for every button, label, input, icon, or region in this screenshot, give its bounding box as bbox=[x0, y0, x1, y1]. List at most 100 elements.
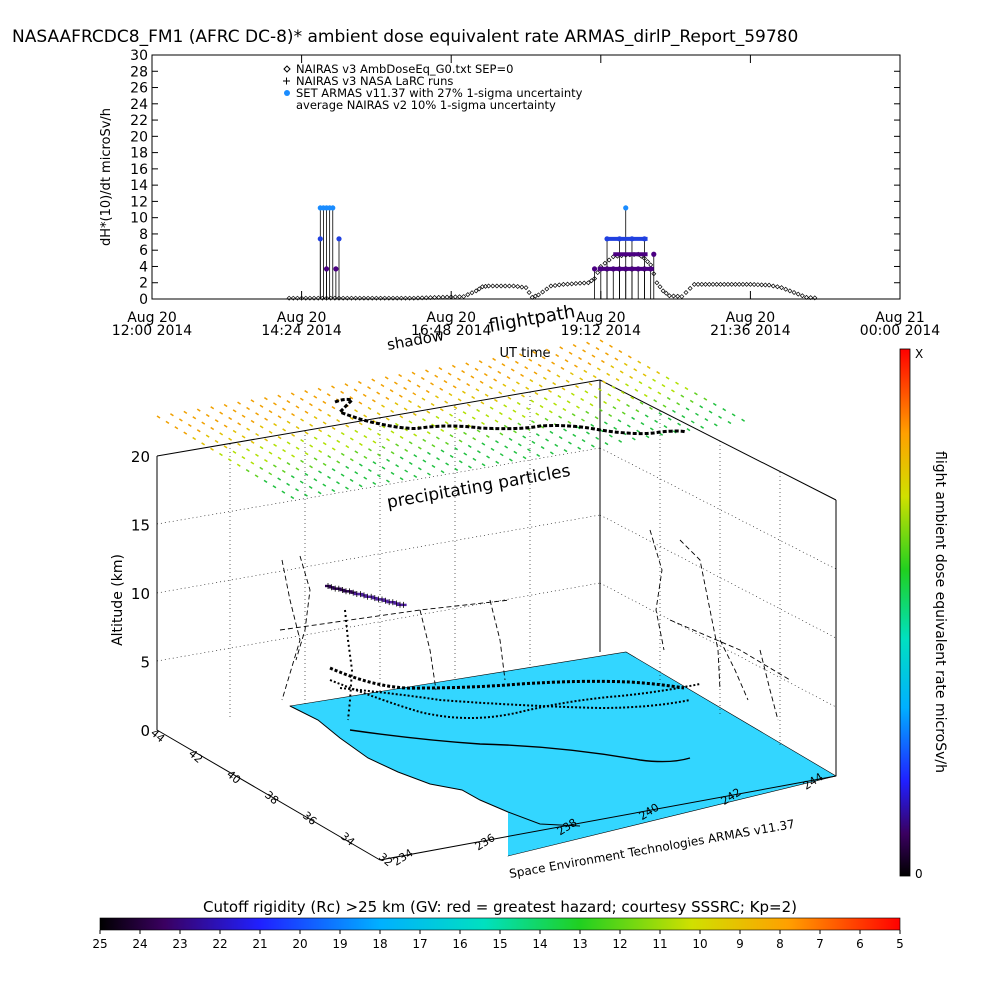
field-dash bbox=[484, 393, 489, 397]
field-dash bbox=[603, 400, 607, 405]
field-dash bbox=[620, 390, 625, 395]
nairas-point bbox=[687, 285, 693, 291]
field-dash bbox=[408, 461, 413, 466]
nairas-point bbox=[461, 294, 467, 300]
flight-profiles bbox=[279, 529, 791, 721]
field-dash bbox=[286, 399, 291, 404]
field-dash bbox=[363, 414, 368, 418]
field-dash bbox=[466, 382, 471, 387]
latitude-tick-label: 38 bbox=[262, 788, 281, 807]
field-dash bbox=[384, 376, 389, 380]
nairas-point bbox=[666, 293, 672, 299]
nairas-point bbox=[311, 295, 317, 301]
field-dash bbox=[281, 490, 286, 494]
field-dash bbox=[272, 485, 277, 489]
rigidity-tick-label: 14 bbox=[532, 937, 547, 951]
legend-label: average NAIRAS v2 10% 1-sigma uncertaint… bbox=[296, 98, 556, 112]
nairas-point bbox=[506, 283, 512, 289]
field-dash bbox=[390, 471, 395, 476]
field-dash bbox=[399, 415, 404, 419]
field-dash bbox=[665, 376, 670, 380]
field-dash bbox=[617, 419, 622, 423]
map-floor bbox=[289, 651, 837, 860]
field-dash bbox=[557, 394, 562, 399]
altitude-tick-label: 0 bbox=[140, 722, 150, 740]
field-dash bbox=[309, 465, 313, 469]
field-dash bbox=[517, 422, 522, 426]
field-dash bbox=[408, 420, 413, 424]
field-dash bbox=[386, 438, 390, 442]
field-dash bbox=[430, 382, 434, 386]
field-dash bbox=[426, 431, 431, 435]
field-dash bbox=[722, 408, 727, 412]
field-dash bbox=[562, 407, 567, 412]
nairas-point bbox=[804, 294, 809, 300]
nairas-point bbox=[357, 295, 363, 301]
rigidity-tick-label: 11 bbox=[652, 937, 667, 951]
altitude-tick-label: 10 bbox=[131, 585, 150, 603]
nairas-point bbox=[581, 280, 587, 286]
colorbar-gradient bbox=[899, 348, 911, 877]
field-dash bbox=[451, 364, 456, 368]
field-dash bbox=[371, 399, 376, 403]
field-dash bbox=[205, 434, 210, 438]
nairas-point bbox=[740, 281, 746, 287]
field-dash bbox=[371, 378, 376, 382]
field-dash bbox=[345, 486, 349, 490]
field-dash bbox=[642, 373, 647, 377]
field-dash bbox=[255, 432, 260, 437]
field-dash bbox=[210, 447, 214, 451]
field-dash bbox=[353, 388, 358, 392]
nairas-point bbox=[588, 278, 594, 284]
y-tick-label: 20 bbox=[130, 129, 148, 145]
field-dash bbox=[422, 418, 426, 422]
field-dash bbox=[367, 468, 372, 473]
y-tick-label: 16 bbox=[130, 162, 148, 178]
field-dash bbox=[537, 363, 542, 368]
field-dash bbox=[522, 435, 527, 439]
field-dash bbox=[658, 412, 663, 416]
y-axis-label: dH*(10)/dt microSv/h bbox=[99, 108, 114, 246]
field-dash bbox=[529, 379, 534, 383]
nairas-point bbox=[290, 295, 296, 301]
field-dash bbox=[205, 413, 210, 418]
field-dash bbox=[394, 402, 399, 406]
field-dash bbox=[503, 424, 508, 429]
nairas-point bbox=[606, 257, 612, 263]
field-dash bbox=[393, 381, 398, 385]
field-dash bbox=[612, 406, 617, 410]
field-dash bbox=[527, 448, 531, 452]
colorbar-top-label: X bbox=[915, 347, 923, 361]
field-dash bbox=[309, 423, 314, 427]
field-dash bbox=[616, 398, 621, 402]
field-dash bbox=[228, 437, 233, 441]
field-dash bbox=[300, 418, 304, 422]
nairas-point bbox=[699, 281, 705, 287]
field-dash bbox=[576, 426, 581, 430]
field-dash bbox=[430, 402, 435, 407]
field-dash bbox=[290, 475, 295, 479]
field-dash bbox=[354, 409, 358, 413]
nairas-point bbox=[544, 286, 550, 292]
nairas-point bbox=[361, 295, 367, 301]
nairas-point bbox=[787, 288, 793, 294]
nairas-point bbox=[315, 295, 321, 301]
field-dash bbox=[654, 419, 658, 423]
field-dash bbox=[236, 463, 241, 467]
field-dash bbox=[336, 481, 340, 485]
field-dash bbox=[514, 360, 519, 365]
latitude-tick-label: 44 bbox=[148, 726, 167, 745]
field-dash bbox=[411, 371, 416, 375]
y-tick-label: 6 bbox=[139, 243, 148, 259]
field-dash bbox=[363, 455, 368, 459]
field-dash bbox=[331, 488, 336, 493]
y-tick-label: 12 bbox=[130, 194, 148, 210]
field-dash bbox=[317, 491, 322, 495]
field-dash bbox=[358, 463, 363, 467]
rigidity-gradient bbox=[99, 917, 901, 931]
field-dash bbox=[425, 389, 430, 394]
altitude-tick-label: 15 bbox=[131, 517, 150, 535]
field-dash bbox=[426, 451, 431, 455]
field-dash bbox=[286, 441, 291, 445]
